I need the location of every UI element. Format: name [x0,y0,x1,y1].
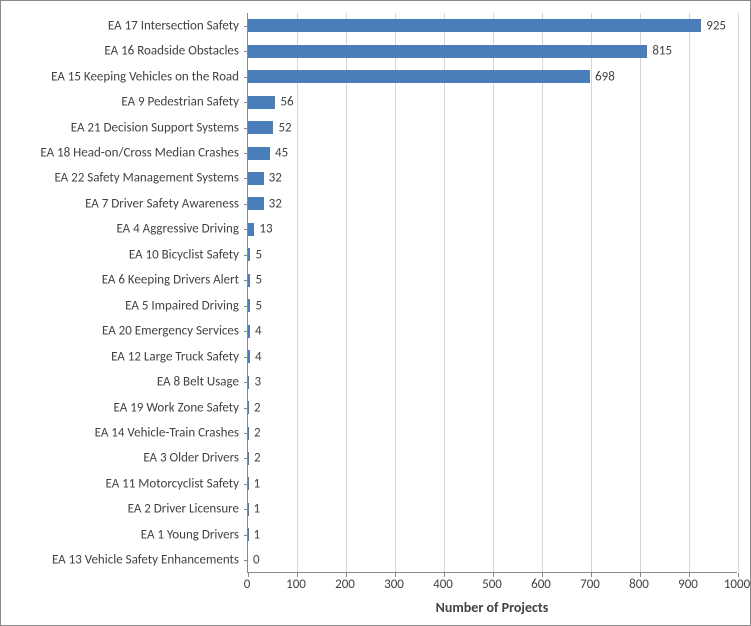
bar-value-label: 32 [264,171,282,186]
y-category-label: EA 16 Roadside Obstacles [104,44,239,59]
y-category-label: EA 1 Young Drivers [141,527,239,542]
gridline [689,13,690,572]
bar-value-label: 1 [248,476,260,491]
bar-value-label: 698 [590,69,615,84]
bar [248,197,264,210]
bar-value-label: 1 [248,527,260,542]
y-category-label: EA 12 Large Truck Safety [111,349,239,364]
y-category-label: EA 2 Driver Licensure [128,502,239,517]
gridline [395,13,396,572]
x-axis-title: Number of Projects [247,599,737,616]
x-tick-label: 0 [244,577,251,592]
bar-value-label: 815 [647,44,672,59]
x-tick-label: 100 [286,577,306,592]
chart-container: EA 17 Intersection Safety EA 16 Roadside … [0,0,751,626]
x-tick-label: 400 [433,577,453,592]
x-tick-label: 700 [580,577,600,592]
plot-area: 9258156985652453232135554432221110 [247,13,737,573]
y-category-label: EA 21 Decision Support Systems [71,120,239,135]
bar-value-label: 32 [264,196,282,211]
bar-value-label: 2 [249,400,261,415]
bar [248,19,701,32]
gridline [542,13,543,572]
bar-value-label: 5 [250,273,262,288]
y-category-label: EA 18 Head-on/Cross Median Crashes [40,146,239,161]
x-tick-label: 300 [384,577,404,592]
bar-value-label: 13 [254,222,272,237]
bar [248,45,647,58]
y-category-label: EA 8 Belt Usage [157,375,239,390]
bar [248,96,275,109]
y-category-label: EA 13 Vehicle Safety Enhancements [52,553,239,568]
gridline [640,13,641,572]
y-category-label: EA 19 Work Zone Safety [114,400,239,415]
y-category-label: EA 22 Safety Management Systems [54,171,239,186]
bar [248,172,264,185]
bar-value-label: 5 [250,247,262,262]
bar-value-label: 2 [249,451,261,466]
bar-value-label: 3 [249,375,261,390]
y-category-label: EA 5 Impaired Driving [125,298,239,313]
bar [248,147,270,160]
y-category-label: EA 6 Keeping Drivers Alert [102,273,239,288]
gridline [297,13,298,572]
x-tick-label: 900 [678,577,698,592]
x-tick-label: 500 [482,577,502,592]
bar-value-label: 56 [275,95,293,110]
y-axis-labels: EA 17 Intersection Safety EA 16 Roadside … [1,13,239,573]
y-category-label: EA 15 Keeping Vehicles on the Road [51,69,239,84]
y-category-label: EA 4 Aggressive Driving [116,222,239,237]
x-tick-label: 600 [531,577,551,592]
gridline [493,13,494,572]
bar-value-label: 45 [270,146,288,161]
y-category-label: EA 3 Older Drivers [143,451,239,466]
y-category-label: EA 9 Pedestrian Safety [121,95,239,110]
bar-value-label: 925 [701,18,726,33]
y-category-label: EA 20 Emergency Services [102,324,239,339]
bar [248,70,590,83]
gridline [444,13,445,572]
y-category-label: EA 11 Motorcyclist Safety [106,476,240,491]
y-category-label: EA 14 Vehicle-Train Crashes [95,426,239,441]
y-category-label: EA 7 Driver Safety Awareness [85,196,239,211]
y-category-label: EA 10 Bicyclist Safety [129,247,239,262]
y-category-label: EA 17 Intersection Safety [108,18,239,33]
x-tick-label: 800 [629,577,649,592]
bar-value-label: 1 [248,502,260,517]
x-tick-label: 200 [335,577,355,592]
bar-value-label: 4 [250,349,262,364]
x-tick-label: 1000 [724,577,750,592]
gridline [738,13,739,572]
bar-value-label: 5 [250,298,262,313]
gridline [346,13,347,572]
bar-value-label: 2 [249,426,261,441]
bar-value-label: 4 [250,324,262,339]
bar-value-label: 0 [248,553,260,568]
gridline [591,13,592,572]
x-axis-labels: 01002003004005006007008009001000 [247,577,737,597]
bar-value-label: 52 [273,120,291,135]
bar [248,121,273,134]
